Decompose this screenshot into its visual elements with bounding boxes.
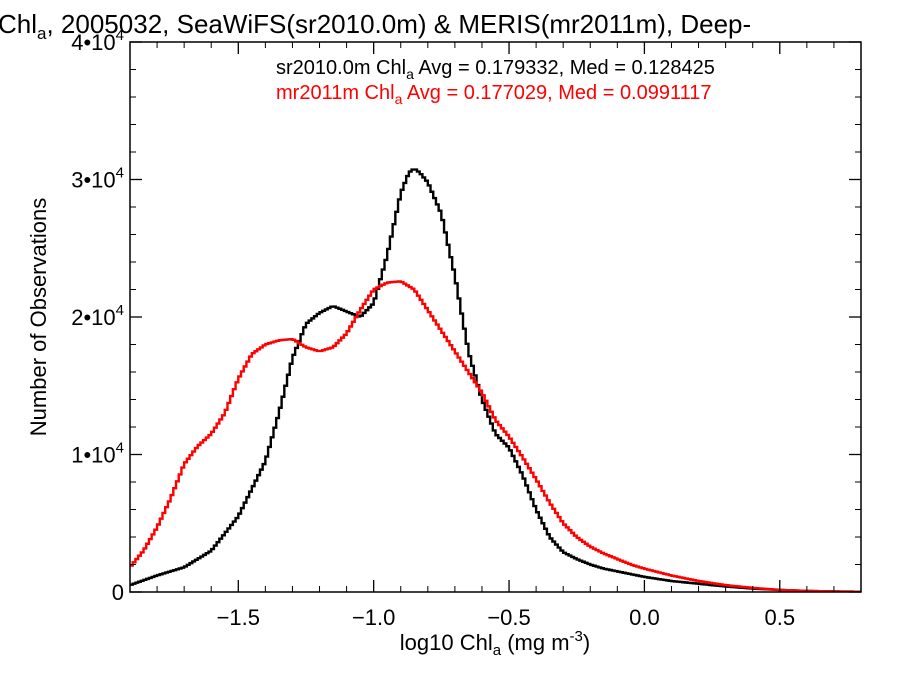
y-axis-label: Number of Observations: [26, 198, 51, 436]
stats-annotation-meris-main: mr2011m Chl: [276, 82, 395, 104]
chart-title: Chla, 2005032, SeaWiFS(sr2010.0m) & MERI…: [0, 9, 751, 43]
series-line-meris: [130, 280, 861, 592]
chart-title-main: Chl: [0, 9, 37, 39]
x-axis-label-close: ): [583, 630, 590, 655]
chart-title-subscript: a: [37, 24, 47, 43]
y-tick-label: 1•104: [71, 440, 124, 468]
x-tick-label: −0.5: [487, 605, 530, 630]
x-axis-label: log10 Chla (mg m-3): [400, 628, 590, 659]
stats-annotation-seawifs-rest: Avg = 0.179332, Med = 0.128425: [414, 57, 715, 79]
x-axis-label-main: log10 Chl: [400, 630, 493, 655]
x-tick-label: 0.5: [764, 605, 795, 630]
x-tick-label: −1.5: [217, 605, 260, 630]
stats-annotation-meris: mr2011m Chla Avg = 0.177029, Med = 0.099…: [276, 82, 712, 107]
x-tick-label: −1.0: [352, 605, 395, 630]
x-axis-label-subscript: a: [493, 642, 502, 659]
x-tick-label: 0.0: [629, 605, 660, 630]
stats-annotation-meris-rest: Avg = 0.177029, Med = 0.0991117: [402, 82, 711, 104]
chart-title-rest: , 2005032, SeaWiFS(sr2010.0m) & MERIS(mr…: [46, 9, 751, 39]
stats-annotation-seawifs-main: sr2010.0m Chl: [276, 57, 406, 79]
stats-annotation-meris-subscript: a: [395, 91, 403, 107]
series-line-seawifs: [130, 168, 861, 592]
axis-ticks: −1.5 −1.0 −0.5 0.0 0.5 0 1•104 2•104 3•104 4•104: [71, 27, 862, 630]
y-tick-label: 2•104: [71, 302, 124, 330]
y-tick-label: 0: [112, 580, 124, 605]
y-tick-label: 4•104: [71, 27, 124, 55]
x-axis-label-units: (mg m: [501, 630, 569, 655]
y-tick-label: 3•104: [71, 165, 124, 193]
x-axis-label-superscript: -3: [570, 628, 583, 645]
plot-series-group: [130, 168, 861, 592]
stats-annotation-seawifs: sr2010.0m Chla Avg = 0.179332, Med = 0.1…: [276, 57, 715, 82]
plot-frame: [129, 41, 862, 593]
stats-annotation-seawifs-subscript: a: [406, 66, 414, 82]
